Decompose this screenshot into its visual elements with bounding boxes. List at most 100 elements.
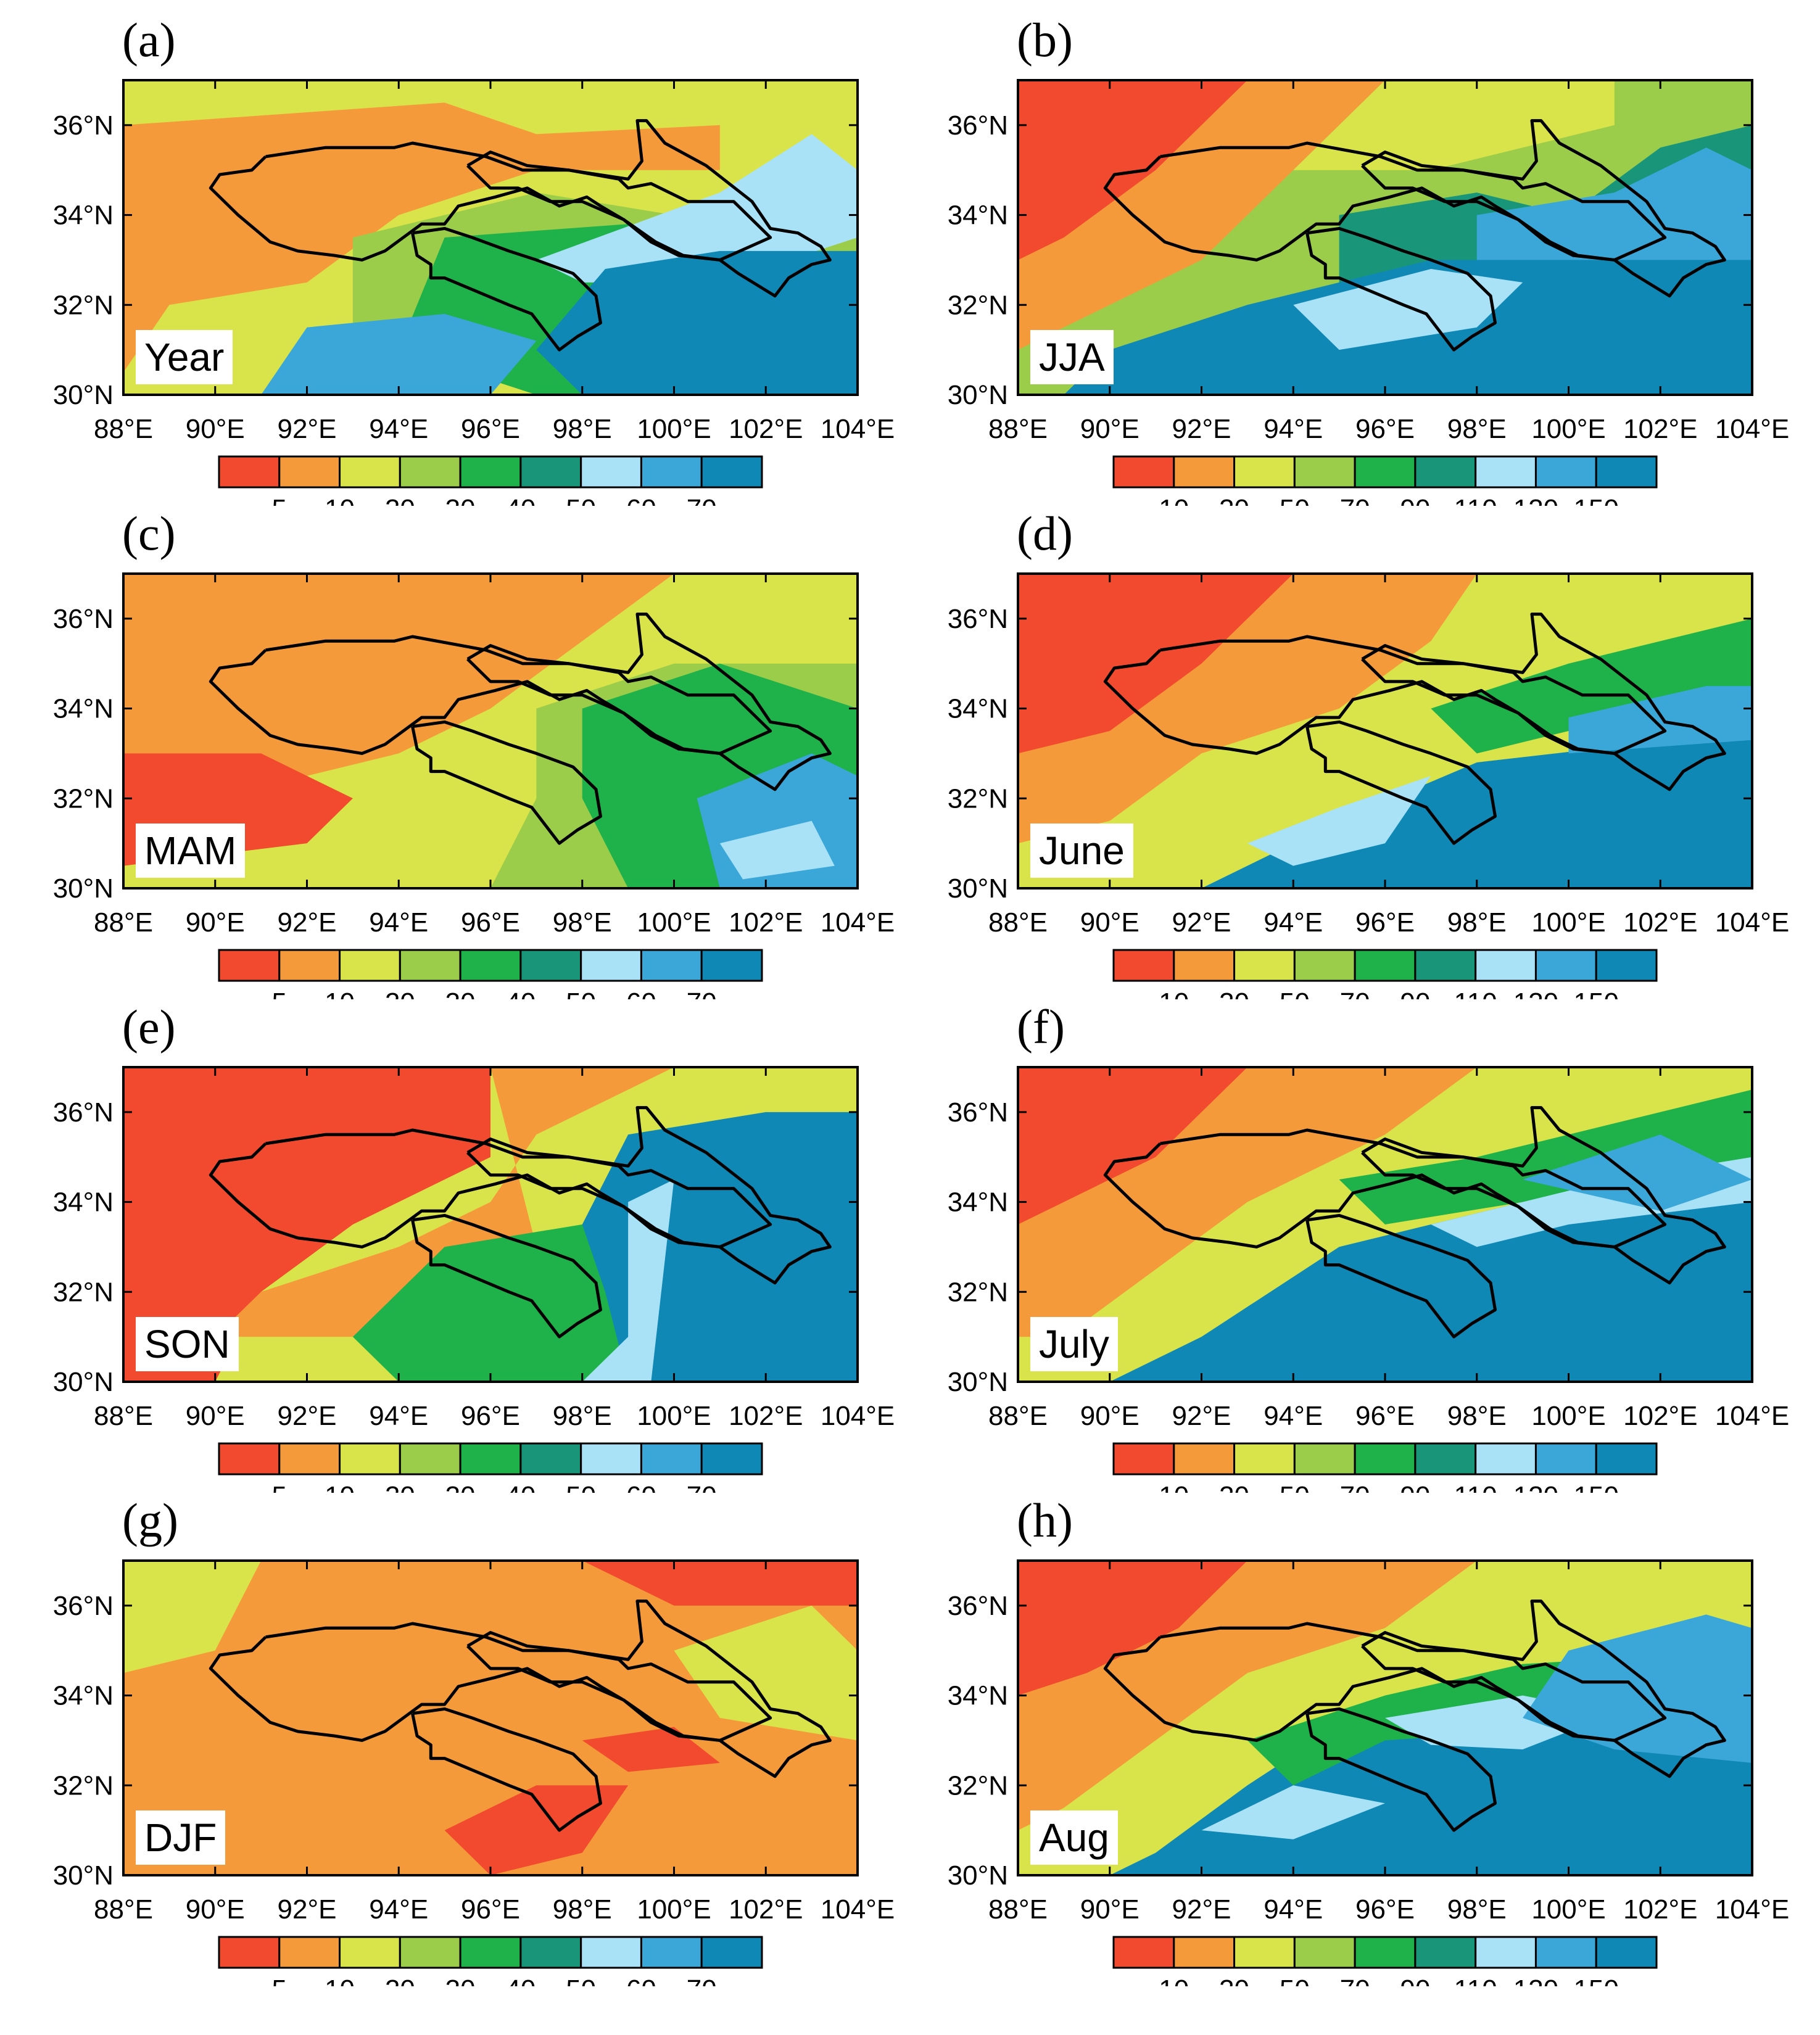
panel-h: (h) 30°N 32°N 34°N 36°N 88°E 90°E 92°E 94°E 96°E… [895, 1493, 1789, 1986]
colorbar-swatch [1293, 949, 1356, 982]
lat-tick-label: 34°N [948, 1187, 1008, 1218]
basin-outline [411, 1707, 602, 1832]
colorbar-swatch [580, 949, 642, 982]
panel-letter: (b) [1017, 13, 1073, 67]
lon-tick-label: 96°E [1355, 1401, 1415, 1431]
colorbar-label: 50 [566, 494, 596, 506]
colorbar-label: 70 [687, 1975, 717, 1986]
colorbar-label: 5 [272, 494, 287, 506]
panel-letter: (g) [122, 1493, 178, 1547]
lon-tick-label: 92°E [1172, 1401, 1231, 1431]
colorbar-swatch [278, 455, 341, 489]
field-zone [1293, 269, 1523, 350]
colorbar-swatch [399, 1442, 461, 1476]
colorbar-label: 10 [325, 494, 355, 506]
lat-tick-label: 30°N [53, 1860, 114, 1891]
lon-tick-label: 98°E [553, 414, 612, 444]
lat-tick-label: 30°N [948, 380, 1008, 410]
colorbar-swatch [1233, 1936, 1296, 1969]
lon-tick-label: 98°E [1447, 1894, 1507, 1925]
lon-tick-label: 88°E [94, 907, 153, 938]
lat-tick-label: 30°N [948, 1367, 1008, 1397]
colorbar-swatch [1112, 1442, 1175, 1476]
lon-tick-label: 102°E [1623, 1401, 1697, 1431]
lat-tick-label: 36°N [53, 604, 114, 634]
colorbar-label: 50 [566, 1481, 596, 1493]
lon-tick-label: 90°E [1080, 1401, 1140, 1431]
lon-tick-label: 90°E [1080, 414, 1140, 444]
period-label: MAM [136, 823, 246, 878]
basin-outline [1305, 1707, 1497, 1832]
lat-tick-label: 32°N [948, 1277, 1008, 1307]
colorbar-swatch [1173, 455, 1236, 489]
colorbar-swatch [1414, 949, 1477, 982]
field-zone [1568, 686, 1752, 754]
field-zone [719, 820, 835, 880]
lat-tick-label: 32°N [948, 1770, 1008, 1801]
panel-b: (b) 30°N 32°N 34°N 36°N 88°E 90°E 92°E 94°E 96°E… [895, 12, 1789, 506]
field-layer [1018, 574, 1752, 888]
lon-tick-label: 88°E [94, 1894, 153, 1925]
lon-tick-label: 104°E [821, 907, 895, 938]
map-c: 30°N 32°N 34°N 36°N 88°E 90°E 92°E 94°E 96°E 98°E… [53, 572, 895, 999]
colorbar-label: 20 [385, 988, 415, 999]
lon-tick-label: 102°E [729, 1894, 803, 1925]
colorbar-swatch [1414, 1936, 1477, 1969]
colorbar-swatch [1534, 949, 1597, 982]
lon-tick-label: 104°E [1715, 414, 1789, 444]
field-zone [1523, 1134, 1752, 1212]
panel-f: (f) 30°N 32°N 34°N 36°N 88°E 90°E 92°E 94°E 96°E… [895, 999, 1789, 1493]
colorbar-label: 70 [687, 494, 717, 506]
lat-tick-label: 34°N [53, 200, 114, 231]
map-b: 30°N 32°N 34°N 36°N 88°E 90°E 92°E 94°E 96°E 98°E… [948, 79, 1789, 506]
field-zone [1293, 80, 1615, 170]
lon-tick-label: 98°E [553, 1894, 612, 1925]
colorbar-label: 20 [385, 1975, 415, 1986]
colorbar-label: 30 [1219, 494, 1249, 506]
colorbar-label: 10 [325, 1975, 355, 1986]
basin-outline [411, 226, 602, 352]
colorbar-swatch [1173, 949, 1236, 982]
colorbar-swatch [1595, 1936, 1658, 1969]
colorbar-swatch [1233, 1442, 1296, 1476]
lon-tick-label: 100°E [637, 1894, 711, 1925]
colorbar-label: 5 [272, 988, 287, 999]
colorbar-label: 30 [445, 1975, 476, 1986]
lon-tick-label: 96°E [461, 1894, 520, 1925]
colorbar-swatch [1112, 455, 1175, 489]
colorbar-swatch [519, 455, 582, 489]
lon-tick-label: 98°E [1447, 414, 1507, 444]
colorbar-label: 30 [1219, 1481, 1249, 1493]
colorbar-swatch [1233, 949, 1296, 982]
colorbar-swatch [1595, 949, 1658, 982]
colorbar-swatch [519, 949, 582, 982]
colorbar-swatch [459, 455, 522, 489]
lon-tick-label: 90°E [186, 1894, 245, 1925]
lon-tick-label: 104°E [821, 414, 895, 444]
colorbar-label: 30 [1219, 988, 1249, 999]
lon-tick-label: 94°E [369, 1894, 428, 1925]
lon-tick-label: 100°E [637, 1401, 711, 1431]
lat-tick-label: 34°N [948, 200, 1008, 231]
lat-tick-label: 32°N [53, 290, 114, 320]
lon-tick-label: 104°E [1715, 1894, 1789, 1925]
lon-tick-label: 92°E [278, 907, 337, 938]
lon-tick-label: 90°E [186, 1401, 245, 1431]
lon-tick-label: 88°E [94, 1401, 153, 1431]
lon-tick-label: 94°E [369, 907, 428, 938]
basin-outline [1361, 644, 1667, 755]
colorbar-label: 30 [1219, 1975, 1249, 1986]
colorbar-label: 5 [272, 1481, 287, 1493]
lon-tick-label: 102°E [729, 1401, 803, 1431]
lon-tick-label: 102°E [729, 907, 803, 938]
field-zone [1247, 775, 1431, 866]
colorbar-label: 10 [1159, 494, 1189, 506]
colorbar-swatch [640, 1936, 703, 1969]
basin-outline [466, 151, 772, 262]
basin-outline [1361, 151, 1667, 262]
lon-tick-label: 98°E [553, 1401, 612, 1431]
colorbar-swatch [1354, 949, 1417, 982]
field-layer [1018, 1067, 1752, 1382]
colorbar-swatch [399, 949, 461, 982]
lon-tick-label: 94°E [1264, 907, 1323, 938]
